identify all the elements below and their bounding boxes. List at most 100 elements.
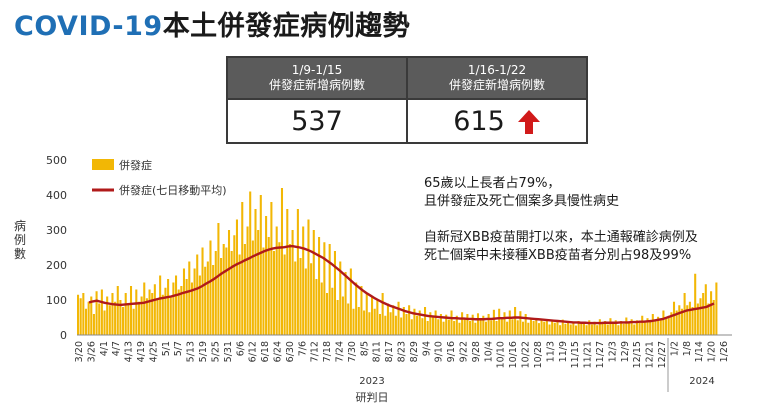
- bar: [567, 321, 570, 335]
- bar: [235, 219, 238, 335]
- bar: [680, 308, 683, 335]
- y-tick-label: 300: [46, 224, 67, 237]
- bar: [188, 261, 191, 335]
- bar: [254, 209, 257, 335]
- bar: [712, 300, 715, 335]
- bar: [675, 310, 678, 335]
- bar: [694, 273, 697, 335]
- bar: [453, 321, 456, 335]
- bar: [156, 300, 159, 335]
- bar: [662, 310, 665, 335]
- bar: [569, 324, 572, 335]
- bar: [672, 301, 676, 335]
- bar: [365, 293, 368, 335]
- bar: [92, 314, 95, 335]
- x-tick-label: 11/9: [558, 341, 569, 362]
- bar: [167, 279, 170, 335]
- bar: [442, 321, 445, 335]
- x-tick-label: 8/11: [372, 341, 383, 362]
- bar: [426, 321, 429, 335]
- bar: [561, 319, 564, 335]
- bar: [288, 244, 291, 335]
- bar: [641, 315, 644, 335]
- bar: [715, 282, 718, 335]
- bar: [421, 318, 424, 335]
- bar: [604, 321, 607, 335]
- bar: [233, 235, 236, 335]
- bar: [355, 282, 358, 335]
- bar: [169, 296, 172, 335]
- note-line-2: 且併發症及死亡個案多具慢性病史: [424, 194, 620, 209]
- bar: [201, 247, 204, 335]
- bar: [312, 230, 315, 335]
- bar: [275, 226, 278, 335]
- x-tick-label: 11/3: [545, 341, 556, 362]
- bar: [360, 286, 363, 335]
- bar: [294, 261, 297, 335]
- x-tick-label: 1/20: [707, 341, 718, 362]
- bar: [416, 315, 419, 335]
- bar: [352, 308, 355, 335]
- x-tick-label: 11/27: [595, 341, 606, 368]
- bar: [593, 321, 596, 335]
- bar: [434, 310, 437, 335]
- bar: [132, 308, 135, 335]
- bar: [487, 314, 490, 335]
- bar: [601, 323, 604, 335]
- bar: [299, 258, 302, 335]
- bar: [153, 284, 156, 335]
- x-tick-label: 7/30: [347, 341, 358, 362]
- bar: [503, 312, 506, 335]
- bar: [614, 320, 617, 335]
- bar: [506, 321, 509, 335]
- bar: [529, 317, 533, 335]
- y-tick-label: 400: [46, 189, 67, 202]
- bar: [79, 298, 82, 335]
- bar: [108, 305, 111, 335]
- bar: [77, 294, 80, 335]
- bar: [580, 323, 583, 335]
- x-tick-label: 8/29: [409, 341, 420, 362]
- bar: [333, 251, 336, 335]
- bar: [98, 303, 101, 335]
- bar: [280, 188, 284, 335]
- bar: [495, 321, 498, 335]
- bar: [198, 275, 201, 335]
- bar: [577, 321, 580, 335]
- bar: [349, 268, 352, 335]
- x-tick-label: 7/18: [322, 341, 333, 362]
- bar: [405, 314, 408, 335]
- x-tick-label: 1/26: [719, 341, 730, 362]
- bar: [397, 301, 400, 335]
- stats-header-curr-range: 1/16-1/22: [467, 63, 527, 77]
- x-tick-label: 9/16: [446, 341, 457, 362]
- bar: [381, 293, 384, 335]
- bar: [519, 311, 522, 335]
- x-tick-label: 4/7: [111, 341, 122, 356]
- x-tick-label: 11/15: [570, 341, 581, 368]
- bar: [683, 293, 686, 335]
- bar: [638, 322, 641, 335]
- bar: [657, 316, 660, 335]
- bar: [654, 320, 657, 335]
- bar: [686, 305, 689, 335]
- x-tick-label: 4/13: [124, 341, 135, 362]
- bar: [291, 230, 294, 335]
- bar: [164, 287, 167, 335]
- bar: [627, 322, 631, 335]
- stats-value-curr-text: 615: [453, 105, 505, 137]
- note-line-3: 自新冠XBB疫苗開打以來，本土通報確診病例及: [424, 230, 698, 245]
- bar: [553, 322, 556, 335]
- bar: [556, 321, 559, 335]
- bar: [320, 282, 323, 335]
- bar: [278, 242, 281, 335]
- bar: [368, 312, 371, 335]
- bar: [450, 310, 453, 335]
- bar: [249, 191, 252, 335]
- x-tick-label: 6/30: [285, 341, 296, 362]
- bar: [596, 325, 599, 335]
- bar: [431, 317, 434, 335]
- bar: [127, 303, 130, 335]
- bar: [111, 293, 114, 335]
